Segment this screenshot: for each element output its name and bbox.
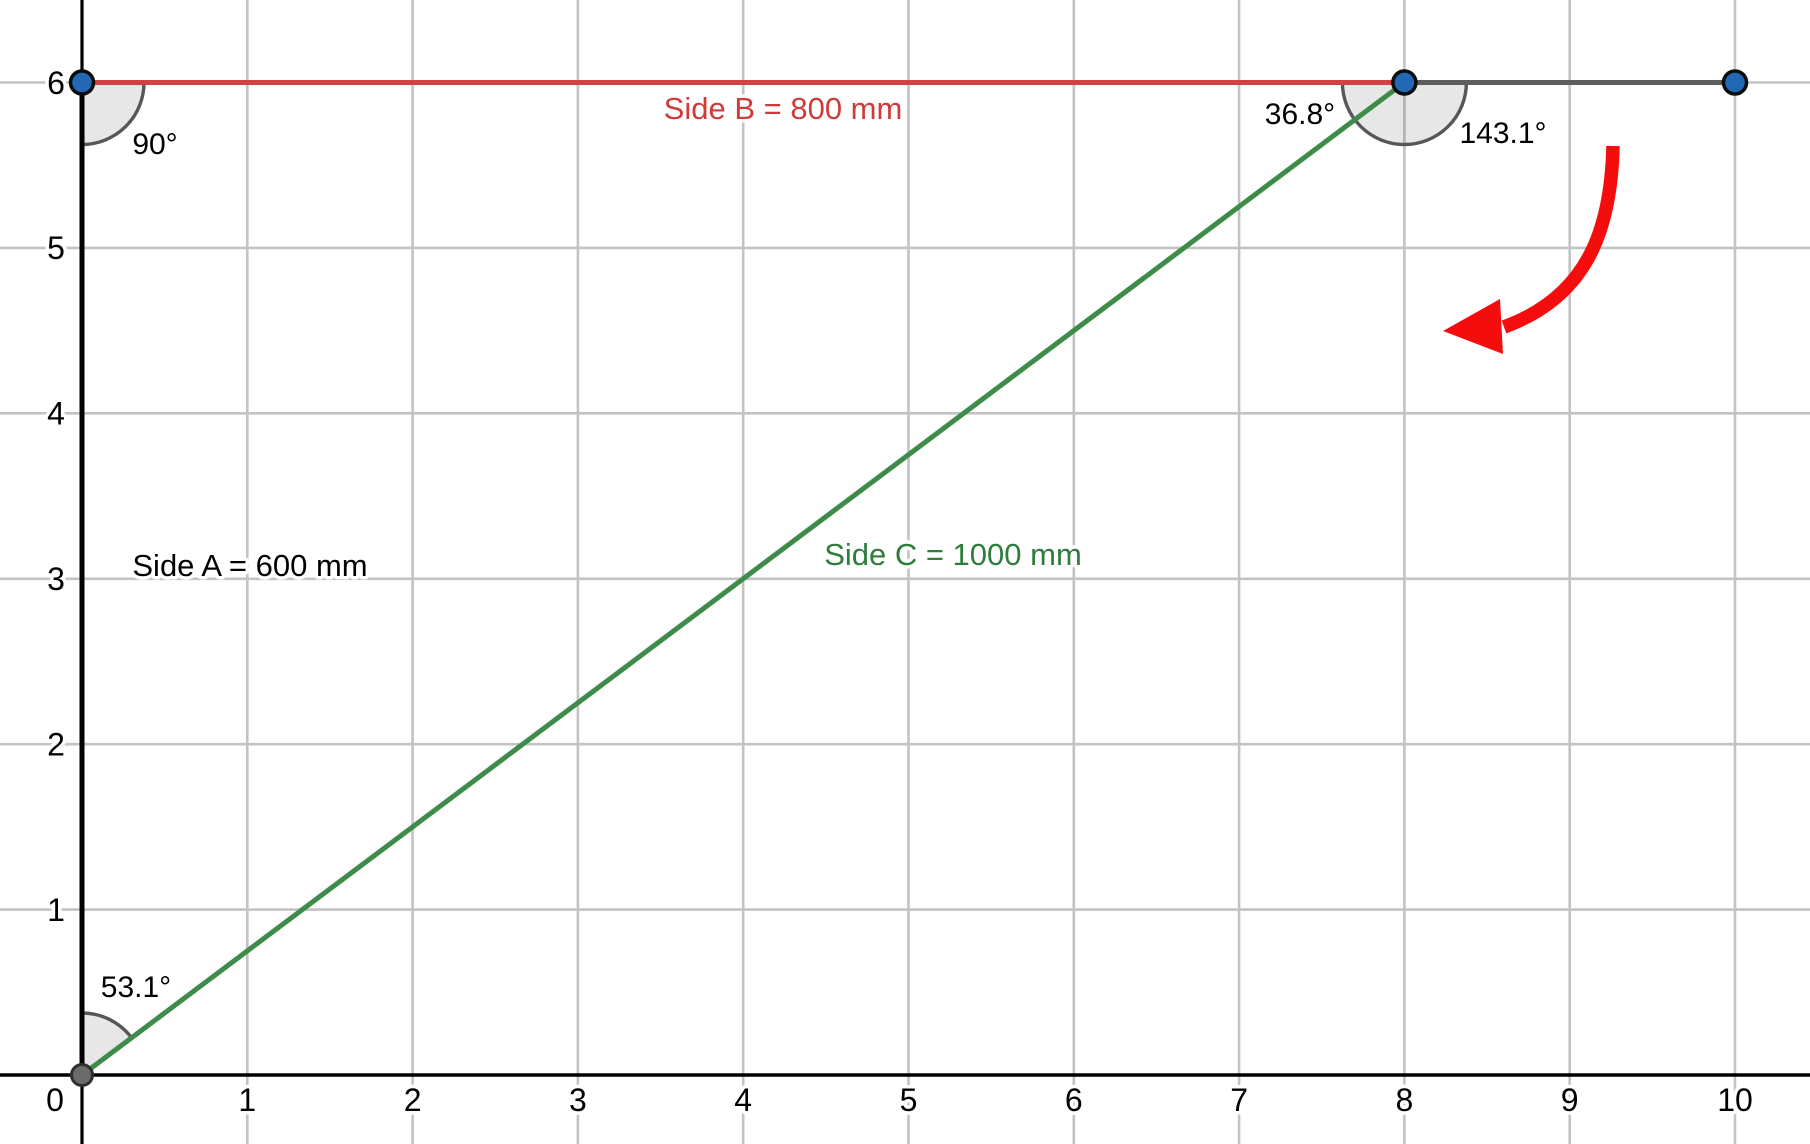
x-tick-9: 9 [1561, 1082, 1579, 1118]
x-tick-8: 8 [1396, 1082, 1414, 1118]
point-origin[interactable] [70, 1063, 94, 1087]
angle-143-label: 143.1° [1459, 117, 1546, 150]
x-tick-3: 3 [569, 1082, 587, 1118]
point-8-6[interactable] [1391, 69, 1418, 96]
angle-36-label: 36.8° [1265, 98, 1335, 131]
y-tick-6: 6 [47, 65, 65, 101]
angle-sector-90 [80, 80, 146, 147]
y-axis-tick-labels: 1 2 3 4 5 6 [44, 62, 69, 932]
point-0-6[interactable] [68, 69, 96, 96]
triangle-sides [79, 80, 1738, 1078]
y-tick-3: 3 [47, 561, 65, 597]
x-tick-6: 6 [1065, 1082, 1083, 1118]
x-tick-10: 10 [1717, 1082, 1753, 1118]
x-tick-7: 7 [1230, 1082, 1248, 1118]
rotation-arrow [1443, 145, 1620, 354]
angle-53-label: 53.1° [101, 971, 171, 1004]
side-a-label: Side A = 600 mm [132, 548, 367, 583]
point-10-6[interactable] [1721, 69, 1749, 96]
y-tick-4: 4 [47, 396, 65, 432]
side-labels: Side A = 600 mm Side B = 800 mm Side C =… [129, 88, 1085, 587]
x-axis-tick-labels: 0 1 2 3 4 5 6 7 8 9 10 [43, 1079, 1757, 1122]
rotation-arrow-curve [1501, 145, 1620, 334]
y-tick-5: 5 [47, 230, 65, 266]
rotation-arrow-head-icon [1443, 299, 1503, 354]
x-tick-5: 5 [900, 1082, 918, 1118]
side-c-label: Side C = 1000 mm [824, 537, 1082, 572]
x-tick-1: 1 [238, 1082, 256, 1118]
angle-labels: 90° 53.1° 36.8° 143.1° [97, 95, 1550, 1008]
side-c-segment[interactable] [79, 80, 1407, 1078]
y-tick-2: 2 [47, 727, 65, 763]
angle-90-label: 90° [132, 128, 177, 161]
x-tick-0: 0 [46, 1082, 64, 1118]
vertex-points [68, 69, 1749, 1087]
x-tick-4: 4 [734, 1082, 752, 1118]
x-tick-2: 2 [404, 1082, 422, 1118]
side-b-label: Side B = 800 mm [664, 91, 903, 126]
angle-sector-36-143 [1340, 80, 1469, 147]
y-tick-1: 1 [47, 892, 65, 928]
